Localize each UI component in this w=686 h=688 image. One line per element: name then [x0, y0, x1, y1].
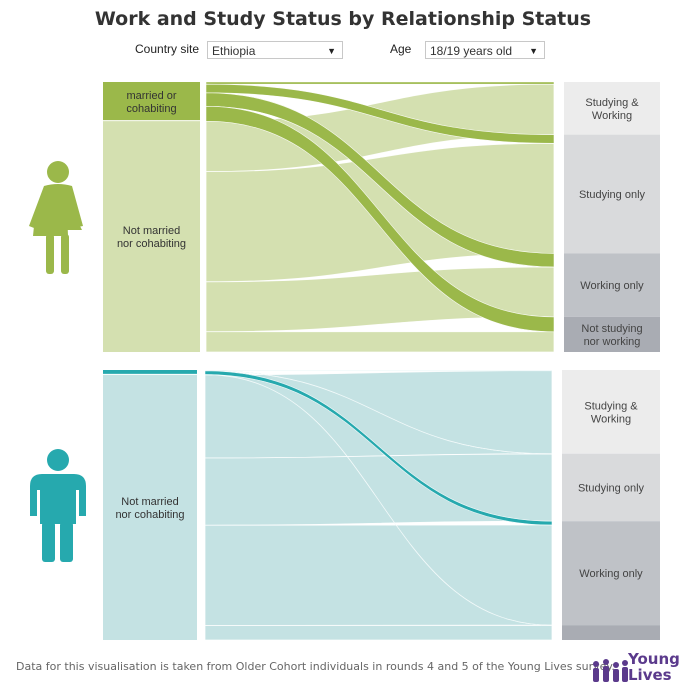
source-label-female-1: Not married nor cohabiting [117, 225, 186, 250]
target-label-female-0: Studying & Working [585, 97, 639, 122]
logo-line1: Young [628, 650, 680, 668]
young-lives-logo[interactable]: Young Lives [590, 652, 680, 684]
source-label-male-1: Not married nor cohabiting [115, 496, 184, 521]
flow-link-female-s0-t1 [205, 83, 555, 144]
target-label-female-1: Studying only [579, 189, 646, 201]
age-select[interactable]: 18/19 years old ▼ [425, 41, 545, 59]
chevron-down-icon: ▼ [327, 46, 336, 56]
age-select-value: 18/19 years old [430, 44, 513, 58]
source-bar-male-0 [103, 370, 197, 374]
age-filter-label: Age [390, 42, 412, 56]
flow-link-male-s0-t3 [204, 374, 553, 626]
flow-link-male-s1-t2 [204, 524, 553, 626]
target-bar-male-0 [562, 370, 660, 454]
target-bar-male-2 [562, 521, 660, 626]
flow-link-male-s1-t3 [204, 625, 553, 641]
flow-link-male-s1-t1 [204, 453, 553, 526]
target-bar-male-1 [562, 453, 660, 522]
target-label-female-2: Working only [580, 280, 644, 292]
target-label-male-2: Working only [579, 568, 643, 580]
footer-note: Data for this visualisation is taken fro… [16, 660, 615, 673]
target-label-male-0: Studying & Working [584, 400, 638, 425]
target-bar-female-1 [564, 134, 660, 254]
male-person-icon [30, 449, 86, 562]
flow-link-female-s0-t0 [205, 81, 555, 85]
chart-title: Work and Study Status by Relationship St… [94, 8, 592, 30]
country-select-value: Ethiopia [212, 44, 256, 58]
sankey-chart: married or cohabiting Not married nor cohab… [29, 81, 660, 641]
flow-link-female-s0-t2 [205, 92, 555, 268]
target-bar-female-3 [564, 316, 660, 352]
flow-link-male-s0-t2 [204, 370, 553, 526]
flow-link-male-s0-t0 [204, 369, 553, 371]
flow-link-female-s1-t3 [205, 331, 555, 353]
flow-link-male-s0-t1 [204, 370, 553, 455]
country-select[interactable]: Ethiopia ▼ [207, 41, 343, 59]
target-bar-female-0 [564, 82, 660, 135]
source-bar-female-0 [103, 82, 200, 121]
target-label-female-3: Not studying nor working [581, 323, 642, 348]
source-bar-female-1 [103, 121, 200, 353]
female-person-icon [29, 161, 83, 274]
young-lives-logo-icon [593, 659, 628, 682]
target-bar-female-2 [564, 253, 660, 317]
country-filter-label: Country site [135, 42, 200, 56]
flow-link-female-s0-t3 [205, 105, 555, 333]
source-label-female-0: married or cohabiting [126, 90, 176, 115]
logo-line2: Lives [628, 666, 672, 684]
source-bar-male-1 [103, 374, 197, 640]
target-label-male-1: Studying only [578, 482, 645, 494]
chevron-down-icon: ▼ [529, 46, 538, 56]
target-bar-male-3 [562, 625, 660, 640]
